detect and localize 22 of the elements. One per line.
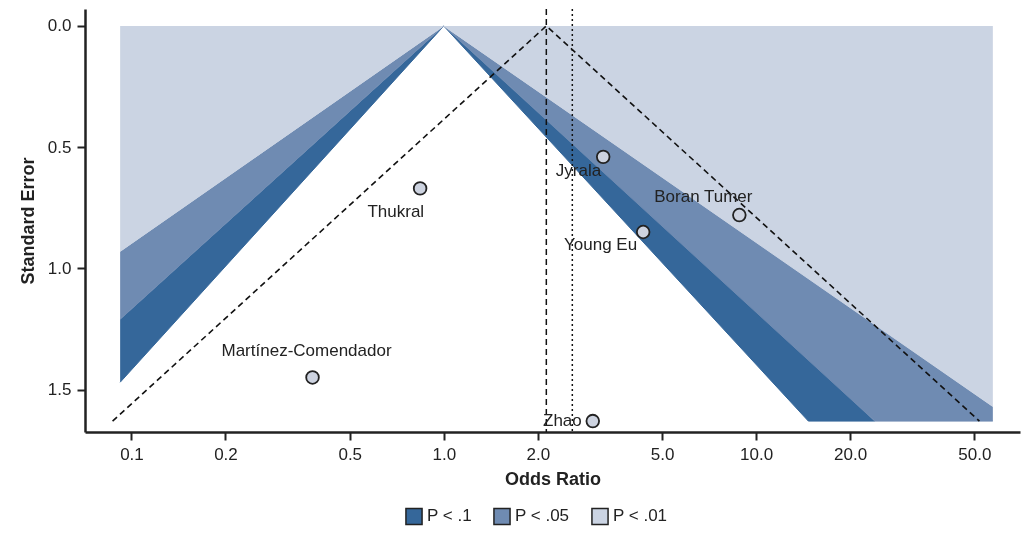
x-tick-label: 0.1 [120, 444, 144, 464]
x-axis-title: Odds Ratio [504, 468, 602, 489]
x-tick-label: 5.0 [650, 444, 675, 464]
annotation: Zhao [543, 411, 582, 431]
legend-label: P < .05 [515, 506, 570, 526]
x-tick-label: 0.5 [338, 444, 363, 464]
x-tick-label: 2.0 [526, 444, 551, 464]
x-tick-label: 10.0 [740, 444, 774, 464]
x-tick-label: 20.0 [834, 444, 868, 464]
x-tick-label: 50.0 [958, 444, 992, 464]
y-tick-label: 0.5 [47, 137, 72, 157]
y-tick-label: 1.0 [47, 258, 72, 278]
y-tick-label: 1.5 [47, 380, 72, 400]
annotation: Martínez-Comendador [221, 341, 392, 361]
legend-label: P < .01 [613, 506, 668, 526]
legend-label: P < .1 [427, 506, 472, 526]
x-tick-label: 1.0 [432, 444, 457, 464]
x-tick-label: 0.2 [214, 444, 238, 464]
y-axis-title: Standard Error [17, 157, 38, 285]
annotation: Young Eu [564, 235, 638, 255]
annotation: Thukral [367, 202, 425, 222]
y-tick-label: 0.0 [47, 16, 72, 36]
